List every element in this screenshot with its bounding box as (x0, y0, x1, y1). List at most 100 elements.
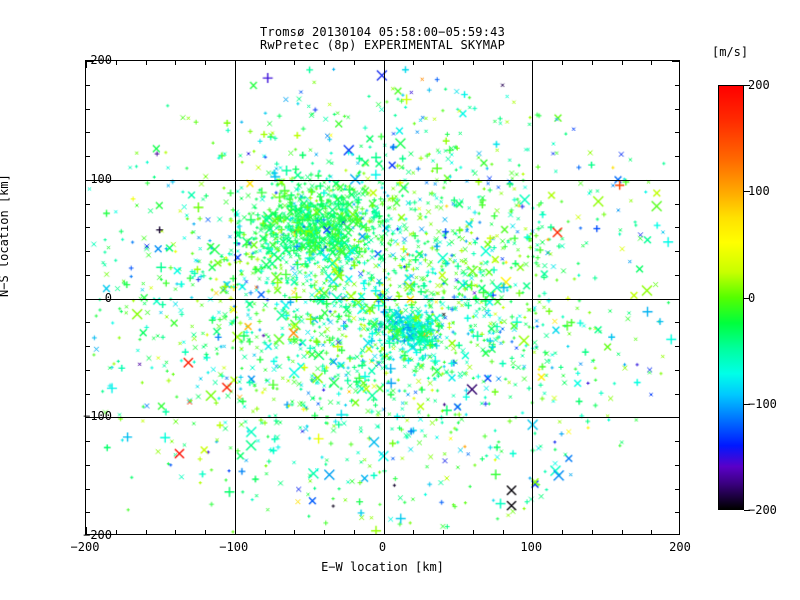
y-axis-tick (675, 370, 679, 371)
y-axis-tick (675, 394, 679, 395)
y-axis-tick (86, 180, 93, 181)
x-axis-tick (235, 527, 236, 534)
y-tick-label: 200 (90, 53, 112, 67)
y-axis-tick (675, 227, 679, 228)
x-axis-tick (413, 61, 414, 65)
y-axis-tick (86, 251, 90, 252)
y-axis-tick (86, 109, 90, 110)
y-axis-tick (86, 61, 93, 62)
x-axis-tick (622, 61, 623, 65)
y-axis-tick (86, 346, 90, 347)
x-axis-tick (503, 530, 504, 534)
y-axis-tick (675, 465, 679, 466)
y-tick-label: 0 (104, 290, 112, 305)
y-axis-tick (86, 85, 90, 86)
y-axis-tick (86, 441, 90, 442)
x-axis-tick (532, 61, 533, 68)
y-axis-tick (675, 85, 679, 86)
y-axis-tick (86, 512, 90, 513)
y-axis-tick (86, 322, 90, 323)
y-axis-tick (86, 465, 90, 466)
colorbar[interactable]: 200 100 0 −100 −200 (718, 78, 777, 517)
x-axis-tick (175, 61, 176, 65)
x-axis-tick (562, 61, 563, 65)
x-axis-tick (86, 527, 87, 534)
x-axis-tick (651, 530, 652, 534)
y-axis-tick (86, 227, 90, 228)
colorbar-tick-label: −100 (748, 397, 777, 411)
x-axis-tick (473, 530, 474, 534)
colorbar-tick (744, 85, 750, 86)
y-axis-tick (672, 61, 679, 62)
x-axis-tick (205, 530, 206, 534)
y-axis-title: N−S location [km] (0, 174, 11, 297)
y-axis-tick (675, 489, 679, 490)
x-axis-tick (324, 530, 325, 534)
x-axis-tick (354, 530, 355, 534)
x-axis-tick (175, 530, 176, 534)
x-axis-tick (651, 61, 652, 65)
y-axis-tick (86, 156, 90, 157)
y-axis-tick (675, 322, 679, 323)
x-axis-tick (384, 61, 385, 68)
y-axis-tick (675, 346, 679, 347)
figure-title: Tromsø 20130104 05:58:00−05:59:43 RwPret… (85, 26, 680, 52)
y-axis-tick (675, 251, 679, 252)
y-axis-tick (672, 299, 679, 300)
colorbar-tick (744, 191, 750, 192)
x-axis-tick (235, 61, 236, 68)
x-axis-tick (592, 61, 593, 65)
x-axis-tick (562, 530, 563, 534)
x-axis-tick (503, 61, 504, 65)
colorbar-gradient (718, 85, 744, 510)
x-axis-tick (116, 530, 117, 534)
colorbar-tick (744, 510, 750, 511)
y-axis-tick (86, 417, 93, 418)
y-axis-tick (86, 370, 90, 371)
y-axis-tick (675, 275, 679, 276)
colorbar-tick-label: 0 (748, 291, 756, 305)
x-tick-label: −100 (219, 540, 249, 554)
colorbar-unit-label: [m/s] (712, 45, 749, 59)
colorbar-tick (744, 298, 750, 299)
x-axis-tick (116, 61, 117, 65)
x-axis-tick (294, 61, 295, 65)
x-axis-title: E−W location [km] (321, 560, 444, 574)
y-axis-tick (675, 204, 679, 205)
x-tick-label: 0 (378, 540, 387, 554)
y-tick-label: −100 (83, 409, 112, 424)
scatter-plot-canvas (86, 61, 679, 534)
y-axis-tick (86, 394, 90, 395)
y-axis-tick (675, 132, 679, 133)
x-axis-tick (294, 530, 295, 534)
x-axis-tick (205, 61, 206, 65)
y-tick-label: −200 (83, 528, 112, 542)
y-axis-tick (672, 180, 679, 181)
y-tick-label: 100 (90, 171, 112, 186)
plot-area[interactable] (85, 60, 680, 535)
y-axis-tick (86, 489, 90, 490)
y-axis-tick (86, 275, 90, 276)
colorbar-tick-label: −200 (748, 503, 777, 517)
x-axis-tick (354, 61, 355, 65)
x-tick-label: 200 (669, 540, 691, 554)
title-line-1: Tromsø 20130104 05:58:00−05:59:43 (259, 25, 505, 39)
x-axis-tick (146, 61, 147, 65)
y-axis-tick (672, 417, 679, 418)
y-axis-tick (675, 109, 679, 110)
x-axis-tick (86, 61, 87, 68)
x-axis-tick (443, 61, 444, 65)
x-axis-tick (384, 527, 385, 534)
y-axis-tick (86, 132, 90, 133)
title-line-2: RwPretec (8p) EXPERIMENTAL SKYMAP (259, 38, 505, 52)
x-axis-tick (146, 530, 147, 534)
x-axis-tick (622, 530, 623, 534)
x-axis-tick (532, 527, 533, 534)
x-axis-tick (592, 530, 593, 534)
x-axis-tick (265, 530, 266, 534)
x-axis-tick (413, 530, 414, 534)
colorbar-tick-label: 200 (748, 78, 770, 92)
x-axis-tick (265, 61, 266, 65)
x-tick-label: −200 (70, 540, 100, 554)
